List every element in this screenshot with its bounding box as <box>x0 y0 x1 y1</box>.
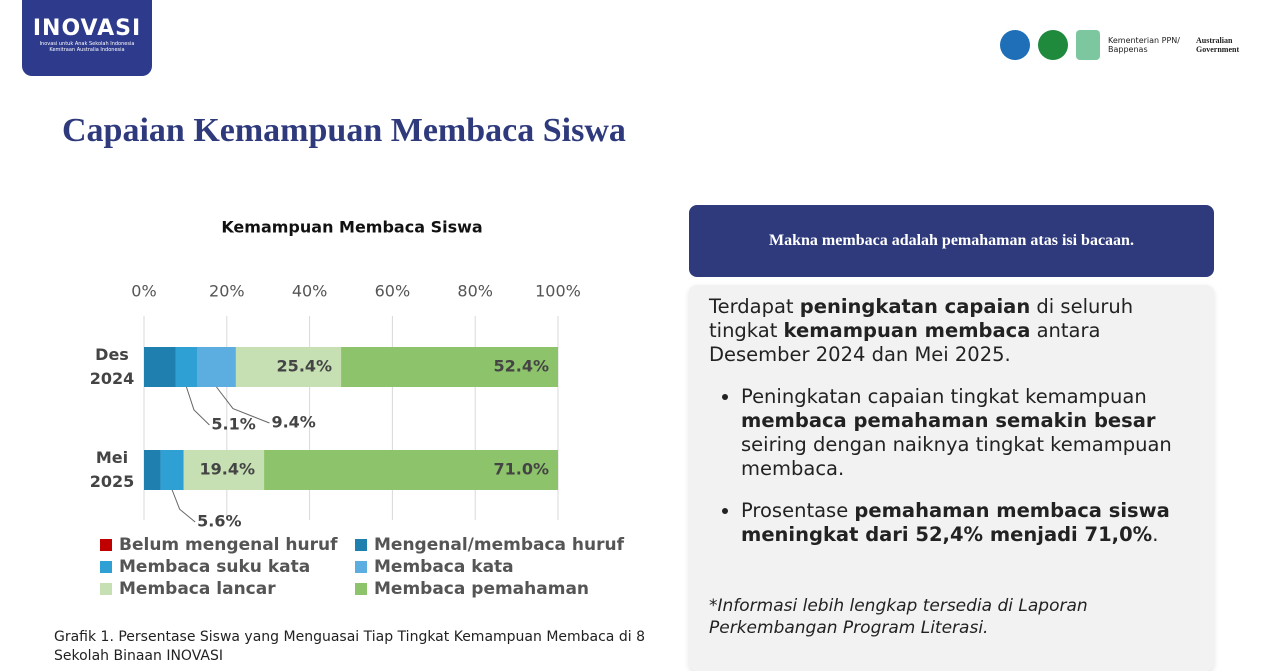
data-label: 5.6% <box>197 512 241 531</box>
chart-title: Kemampuan Membaca Siswa <box>221 218 482 237</box>
leader-line <box>216 386 270 424</box>
category-line: Des <box>95 345 129 364</box>
x-tick-label: 60% <box>375 282 411 301</box>
bar-segment <box>341 347 558 387</box>
legend-label: Membaca lancar <box>119 579 276 599</box>
bar-segment <box>196 347 236 387</box>
category-label: Mei 2025 <box>90 448 135 491</box>
panel-body: Terdapat peningkatan capaian di seluruh … <box>689 285 1214 671</box>
text: seiring dengan naiknya tingkat kemampuan… <box>741 433 1172 480</box>
logo-subtagline: Kemitraan Australia Indonesia <box>49 47 125 53</box>
text: . <box>1152 523 1159 546</box>
logo: INOVASI Inovasi untuk Anak Sekolah Indon… <box>22 0 152 76</box>
x-tick-label: 0% <box>131 282 156 301</box>
legend-swatch <box>355 561 367 573</box>
chart: Kemampuan Membaca Siswa 0% 20% 40% 60% 80% 10… <box>90 218 625 600</box>
x-tick-label: 20% <box>209 282 245 301</box>
data-label: 52.4% <box>493 357 549 376</box>
x-tick-label: 80% <box>457 282 493 301</box>
emblem <box>1000 29 1030 60</box>
category-line: 2025 <box>90 472 135 491</box>
text: Prosentase <box>741 499 855 522</box>
note: *Informasi lebih lengkap tersedia di Lap… <box>709 596 1088 638</box>
text: antara Desember 2024 dan Mei 2025. <box>709 319 1101 366</box>
legend-label: Mengenal/membaca huruf <box>374 535 625 555</box>
slide-title: Capaian Kemampuan Membaca Siswa <box>62 112 626 149</box>
text: Peningkatan capaian tingkat kemampuan <box>741 385 1147 408</box>
bullet: Prosentase pemahaman membaca siswa menin… <box>741 499 1194 547</box>
data-label: 19.4% <box>200 460 256 479</box>
text: Terdapat <box>709 295 800 318</box>
bar-segment <box>144 347 176 387</box>
data-label: 25.4% <box>277 357 333 376</box>
text: di seluruh tingkat <box>709 295 1134 342</box>
bold-text: kemampuan membaca <box>783 319 1031 342</box>
bar-segment <box>183 450 265 490</box>
emblem <box>1076 29 1100 60</box>
logo-tagline: Inovasi untuk Anak Sekolah Indonesia <box>39 41 135 47</box>
x-tick-label: 40% <box>292 282 328 301</box>
bar-segment <box>144 450 161 490</box>
caption: Grafik 1. Persentase Siswa yang Menguasa… <box>54 629 645 664</box>
bullet: Peningkatan capaian tingkat kemampuan me… <box>741 385 1194 481</box>
category-line: 2024 <box>90 369 135 388</box>
x-tick-label: 100% <box>535 282 581 301</box>
bold-text: pemahaman membaca siswa meningkat dari 5… <box>741 499 1170 546</box>
leader-line <box>185 386 210 426</box>
legend-swatch <box>355 583 367 595</box>
legend-label: Belum mengenal huruf <box>119 535 338 555</box>
emblem <box>1038 29 1068 60</box>
legend-label: Membaca suku kata <box>119 557 310 577</box>
logo-text: INOVASI <box>32 16 142 41</box>
bold-text: peningkatan capaian <box>799 295 1031 318</box>
legend-swatch <box>100 539 112 551</box>
data-label: 5.1% <box>211 415 255 434</box>
bar-segment <box>175 347 197 387</box>
data-label: 71.0% <box>493 460 549 479</box>
legend-swatch <box>100 561 112 573</box>
category-line: Mei <box>96 448 128 467</box>
partner-name: Australian Government <box>1196 35 1240 54</box>
bar-segment <box>235 347 342 387</box>
partner-name: Kementerian PPN/ Bappenas <box>1108 35 1180 54</box>
legend-swatch <box>100 583 112 595</box>
bullet-list: Peningkatan capaian tingkat kemampuan me… <box>709 385 1194 547</box>
leader-line <box>171 489 196 523</box>
bold-text: membaca pemahaman semakin besar <box>741 409 1156 432</box>
legend-label: Membaca kata <box>374 557 514 577</box>
category-label: Des 2024 <box>90 345 135 388</box>
bar-segment <box>264 450 558 490</box>
panel-header: Makna membaca adalah pemahaman atas isi … <box>689 205 1214 277</box>
intro: Terdapat peningkatan capaian di seluruh … <box>709 295 1194 367</box>
bar-segment <box>160 450 184 490</box>
data-label: 9.4% <box>271 413 315 432</box>
legend-label: Membaca pemahaman <box>374 579 589 599</box>
legend-swatch <box>355 539 367 551</box>
partner-logos: Kementerian PPN/ Bappenas Australian Gov… <box>1000 22 1265 67</box>
